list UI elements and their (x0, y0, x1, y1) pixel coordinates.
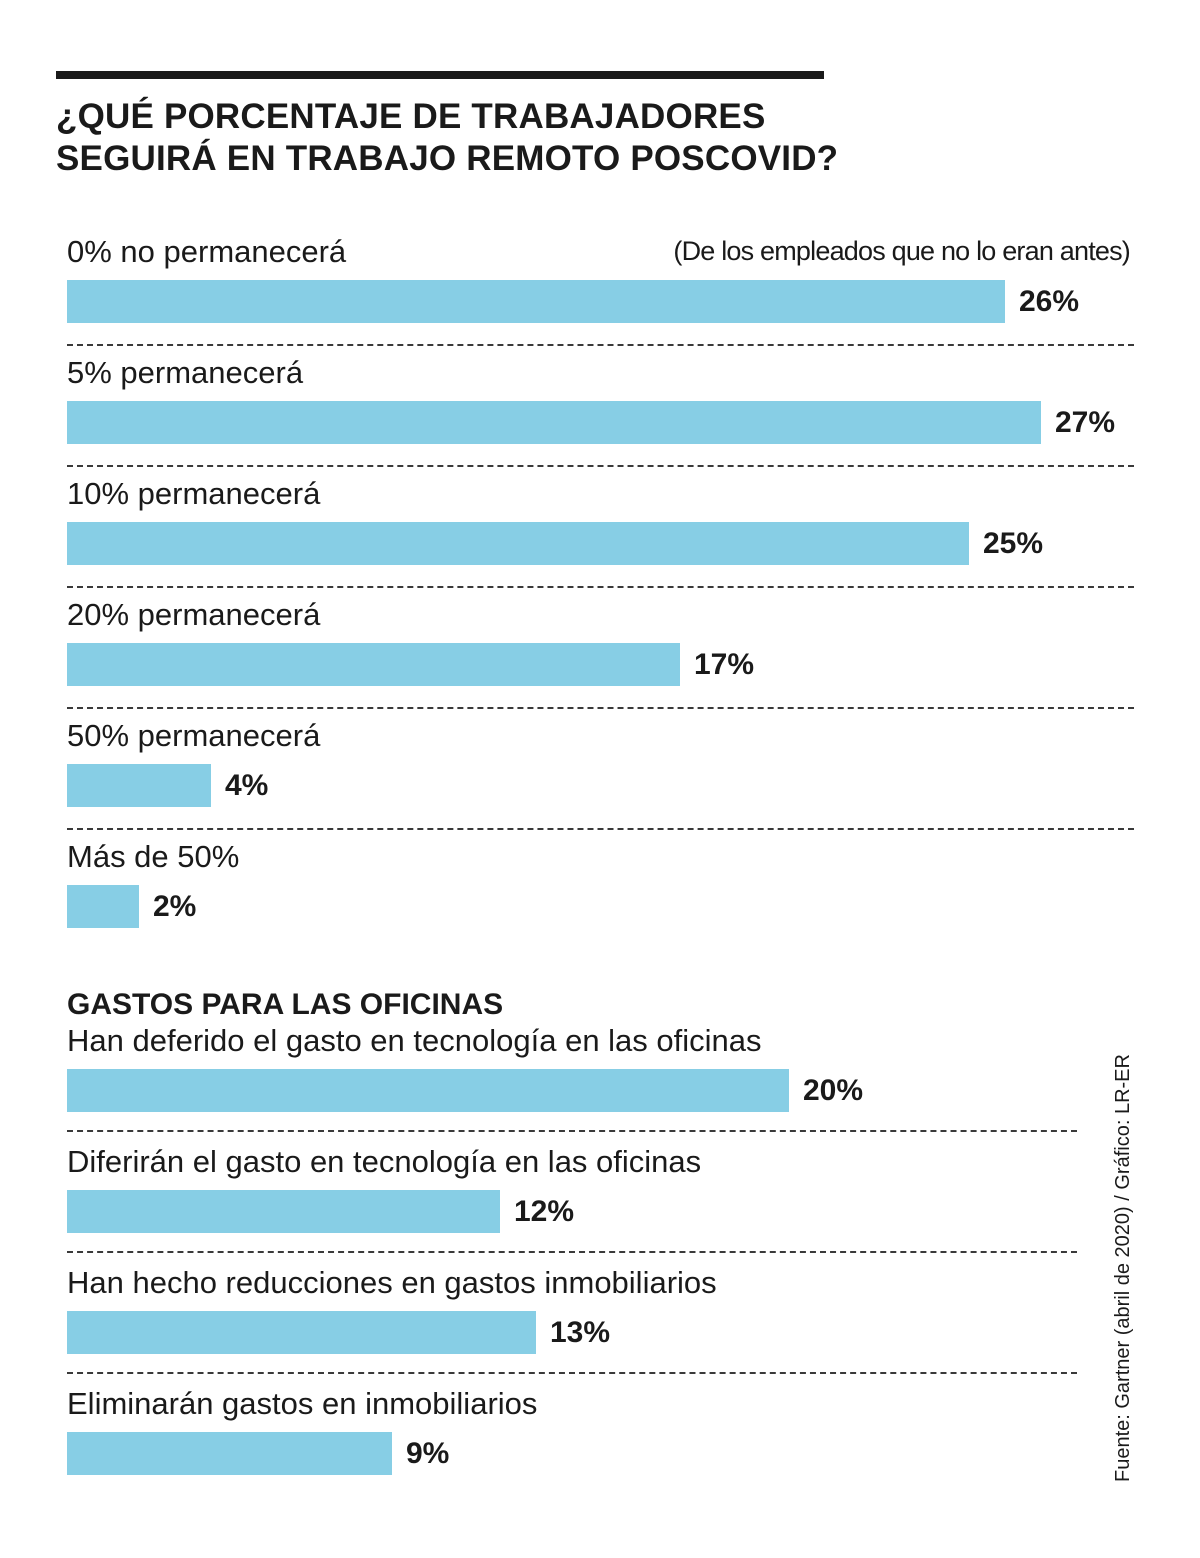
data-label: 26% (1019, 285, 1080, 318)
data-label: 17% (694, 648, 755, 681)
category-label: Más de 50% (67, 839, 240, 874)
bar (67, 1190, 500, 1233)
data-label: 4% (225, 769, 269, 802)
category-label: Han deferido el gasto en tecnología en l… (67, 1023, 762, 1058)
data-label: 13% (550, 1316, 611, 1349)
category-label: Han hecho reducciones en gastos inmobili… (67, 1265, 717, 1300)
bar (67, 764, 211, 807)
chart-title-line-1: ¿QUÉ PORCENTAJE DE TRABAJADORES (56, 97, 766, 136)
category-label: 20% permanecerá (67, 597, 321, 632)
data-label: 27% (1055, 406, 1116, 439)
bar (67, 401, 1041, 444)
chart-title-line-2: SEGUIRÁ EN TRABAJO REMOTO POSCOVID? (56, 139, 839, 178)
row-divider (67, 465, 1134, 467)
category-label: Eliminarán gastos en inmobiliarios (67, 1386, 538, 1421)
row-divider (67, 828, 1134, 830)
bar (67, 280, 1005, 323)
data-label: 20% (803, 1074, 864, 1107)
data-label: 12% (514, 1195, 575, 1228)
data-label: 25% (983, 527, 1044, 560)
chart-note: (De los empleados que no lo eran antes) (673, 236, 1130, 266)
row-divider (67, 344, 1134, 346)
category-label: Diferirán el gasto en tecnología en las … (67, 1144, 702, 1179)
bar (67, 885, 139, 928)
row-divider (67, 1251, 1077, 1253)
bar (67, 643, 680, 686)
category-label: 0% no permanecerá (67, 234, 347, 269)
row-divider (67, 586, 1134, 588)
row-divider (67, 1372, 1077, 1374)
chart-title: ¿QUÉ PORCENTAJE DE TRABAJADORES SEGUIRÁ … (56, 96, 956, 180)
source-credit: Fuente: Gartner (abril de 2020) / Gráfic… (1112, 1054, 1134, 1482)
top-rule (56, 71, 824, 79)
bar (67, 1069, 789, 1112)
section-title-office-spending: GASTOS PARA LAS OFICINAS (67, 988, 504, 1021)
bar (67, 1432, 392, 1475)
row-divider (67, 1130, 1077, 1132)
category-label: 5% permanecerá (67, 355, 304, 390)
bar (67, 522, 969, 565)
category-label: 50% permanecerá (67, 718, 321, 753)
row-divider (67, 707, 1134, 709)
bar (67, 1311, 536, 1354)
category-label: 10% permanecerá (67, 476, 321, 511)
data-label: 2% (153, 890, 197, 923)
data-label: 9% (406, 1437, 450, 1470)
